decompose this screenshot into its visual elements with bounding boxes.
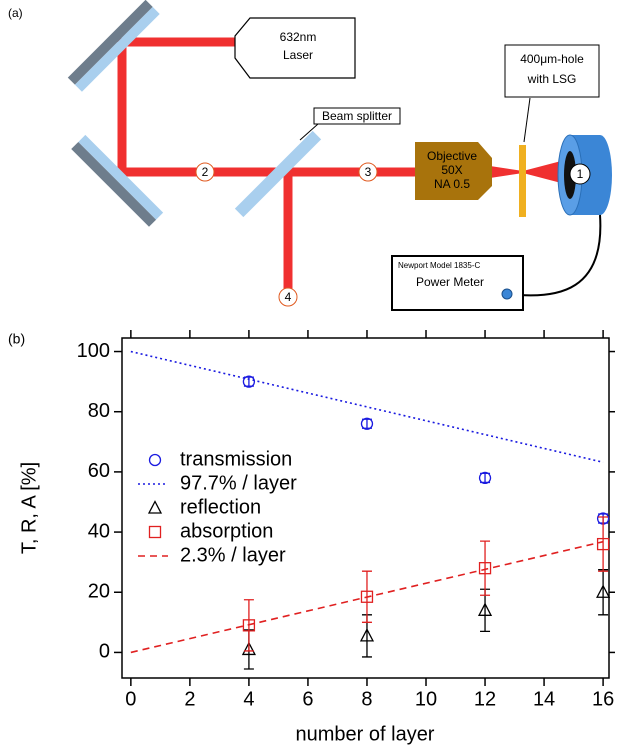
x-tick-label: 0: [125, 688, 136, 710]
laser-box: [234, 17, 356, 79]
x-tick-label: 2: [184, 688, 195, 710]
objective: [415, 142, 492, 200]
x-axis-title: number of layer: [296, 723, 435, 745]
leader: [523, 97, 531, 143]
leader: [299, 123, 319, 141]
power-meter: [391, 255, 524, 311]
y-tick-label: 40: [88, 520, 110, 542]
data-point: [241, 641, 256, 656]
label-box: [504, 44, 600, 98]
legend-label: 97.7% / layer: [180, 472, 297, 494]
setup-diagram: (a) 632nm Laser Beam splitter Objective …: [8, 0, 612, 311]
y-axis-title: T, R, A [%]: [18, 462, 40, 554]
data-point: [242, 619, 256, 632]
y-tick-label: 80: [88, 400, 110, 422]
objective-label: NA 0.5: [434, 177, 470, 191]
x-tick-label: 8: [361, 688, 372, 710]
x-tick-label: 6: [302, 688, 313, 710]
point-label: 1: [577, 167, 584, 181]
point-label: 2: [202, 165, 209, 179]
data-point: [360, 590, 374, 603]
legend-label: transmission: [180, 448, 292, 470]
panel-label: (b): [8, 331, 25, 347]
objective-label: Objective: [427, 149, 477, 163]
hole-label: 400μm-hole: [520, 52, 584, 66]
data-point: [477, 602, 493, 616]
beam-splitter-label: Beam splitter: [322, 109, 392, 123]
legend-label: reflection: [180, 496, 261, 518]
legend-label: absorption: [180, 520, 273, 542]
error-bar: [361, 418, 372, 429]
legend-symbol: [148, 525, 162, 539]
beam-splitter: [234, 130, 322, 218]
data-point: [360, 417, 374, 430]
y-tick-label: 0: [99, 641, 110, 663]
legend-label: 2.3% / layer: [180, 544, 286, 566]
chart: (b) number of layer T, R, A [%] 0 2 4 6 8 10 1…: [8, 330, 615, 745]
y-tick-label: 60: [88, 460, 110, 482]
data-point: [478, 471, 492, 485]
beam-diverge: [523, 160, 565, 184]
cable: [507, 214, 602, 297]
point-label: 4: [285, 290, 292, 304]
data-point: [242, 375, 256, 388]
beam-focus: [490, 166, 523, 178]
meter-port: [501, 288, 513, 300]
error-bar: [480, 540, 491, 596]
legend-symbol: [148, 453, 162, 467]
data-point: [478, 562, 492, 575]
y-tick-label: 100: [77, 340, 110, 362]
x-tick-label: 14: [533, 688, 555, 710]
data-point: [596, 584, 611, 598]
plot-frame: [121, 337, 610, 679]
data-point: [359, 627, 375, 642]
legend-symbol: [147, 500, 163, 514]
x-tick-label: 4: [243, 688, 254, 710]
point-label: 3: [365, 165, 372, 179]
mirror: [67, 0, 160, 92]
laser-label: Laser: [283, 48, 313, 62]
laser-label: 632nm: [280, 30, 317, 44]
fit-line: [130, 350, 604, 464]
x-tick-label: 10: [415, 688, 437, 710]
fit-line: [130, 540, 604, 654]
panel-label: (a): [8, 6, 23, 20]
error-bar: [598, 516, 609, 572]
x-tick-label: 12: [474, 688, 496, 710]
hole-label: with LSG: [527, 72, 577, 86]
data-point: [596, 537, 610, 551]
meter-label: Power Meter: [416, 275, 484, 289]
objective-label: 50X: [441, 163, 462, 177]
label-box: [313, 107, 401, 125]
y-tick-label: 20: [88, 581, 110, 603]
mirror: [71, 134, 164, 227]
error-bar: [480, 472, 491, 484]
x-tick-label: 16: [592, 688, 614, 710]
meter-model: Newport Model 1835-C: [398, 261, 480, 270]
hole-plate: [519, 145, 526, 217]
point-markers: 1 2 3 4: [195, 162, 591, 307]
